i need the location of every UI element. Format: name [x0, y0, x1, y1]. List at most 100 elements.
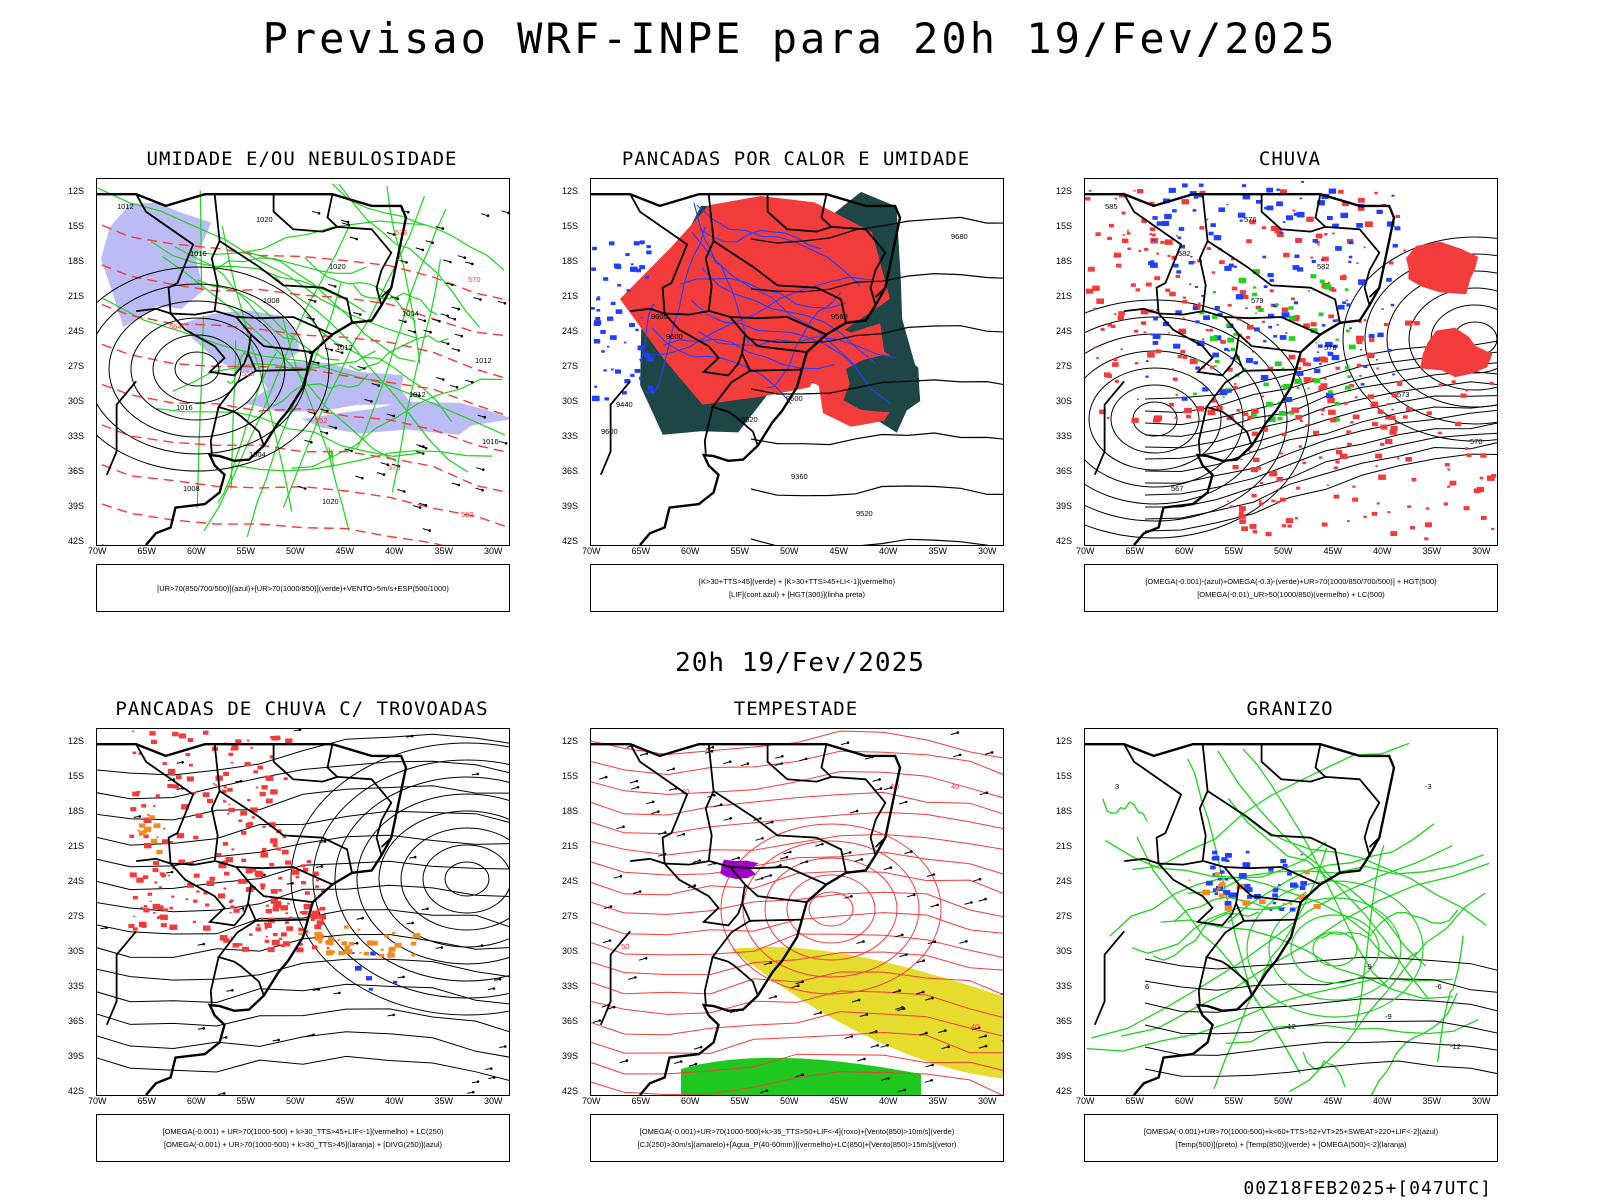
rain-omega-area — [1227, 303, 1232, 307]
rain-omega-area — [1231, 258, 1235, 261]
wind-vector-head — [403, 490, 406, 493]
thunderstorm-area — [161, 839, 169, 845]
streamline-arrow-head — [411, 921, 415, 925]
streamline-arrow-head — [231, 988, 234, 992]
thunderstorm-orange-area — [388, 951, 393, 954]
rain-omega-area — [1346, 430, 1352, 434]
rain-omega-green-area — [1344, 288, 1349, 291]
rain-omega-area — [1420, 327, 1493, 378]
rain-omega-area — [1370, 401, 1379, 407]
thunderstorm-area — [285, 738, 293, 744]
thunderstorm-area — [271, 939, 280, 946]
temp850-contour — [1246, 880, 1424, 1018]
hail-area — [1212, 850, 1218, 855]
rain-omega-area — [1134, 362, 1139, 365]
political-border — [380, 287, 392, 298]
thunderstorm-area — [235, 739, 242, 744]
contour-label: 9520 — [741, 415, 758, 424]
thunderstorm-area — [223, 786, 227, 789]
political-border — [136, 857, 171, 865]
rain-omega-area — [1149, 201, 1155, 206]
rain-omega-area — [1240, 333, 1243, 336]
thunderstorm-orange-area — [380, 948, 384, 951]
thunderstorm-orange-area — [384, 934, 389, 938]
political-border — [236, 866, 333, 886]
thunderstorm-area — [186, 776, 194, 782]
rain-omega-area — [1117, 315, 1124, 321]
temp850-contour — [1132, 742, 1410, 871]
thunderstorm-area — [310, 913, 319, 920]
rain-omega-blue-area — [1293, 212, 1299, 216]
wind-850-vector-head — [890, 786, 893, 789]
thunderstorm-area — [216, 853, 222, 857]
rain-omega-area — [1302, 461, 1307, 465]
political-border — [255, 918, 308, 922]
thunderstorm-orange-area — [139, 823, 146, 828]
political-border — [730, 316, 827, 336]
wind-850-vector-head — [865, 1013, 869, 1016]
wind-850-vector-head — [765, 1089, 769, 1092]
contour-label: 9440 — [616, 400, 633, 409]
humidity-high-levels — [100, 202, 212, 328]
temp850-contour — [1120, 862, 1490, 1037]
thunderstorm-orange-area — [143, 826, 152, 832]
wind-850-vector-head — [664, 831, 667, 834]
thunderstorm-area — [320, 906, 326, 911]
latitude-label: 42S — [68, 1086, 85, 1096]
rain-omega-area — [1380, 424, 1388, 430]
rain-omega-area — [1178, 328, 1187, 334]
thunderstorm-area — [228, 803, 231, 806]
rain-omega-area — [1347, 520, 1350, 523]
temp850-contour — [1217, 750, 1429, 999]
lif-contour — [690, 299, 858, 369]
rain-omega-area — [1141, 219, 1147, 223]
rain-omega-area — [1181, 199, 1189, 205]
thunderstorm-area — [133, 915, 136, 918]
lif-area — [615, 309, 623, 314]
rain-omega-blue-area — [1358, 279, 1367, 285]
rain-omega-area — [1374, 191, 1378, 195]
wind-vector-head — [457, 483, 461, 487]
wind-vector-head — [392, 414, 396, 418]
streamline-arrow-head — [181, 761, 184, 764]
political-border — [1314, 194, 1326, 228]
rain-omega-area — [1276, 477, 1283, 482]
rain-omega-blue-area — [1394, 226, 1401, 231]
rain-omega-area — [1424, 522, 1432, 528]
wind-vector-head — [317, 212, 321, 215]
rain-omega-area — [1242, 294, 1249, 299]
wind-850-vector-head — [729, 817, 732, 820]
thunderstorm-area — [241, 858, 247, 862]
rain-omega-green-area — [1281, 385, 1285, 388]
lif-area — [610, 301, 616, 306]
hail-area — [1214, 892, 1219, 896]
rain-omega-green-area — [1192, 392, 1197, 396]
rain-omega-blue-area — [1153, 317, 1158, 321]
rain-omega-area — [1182, 317, 1185, 319]
rain-omega-area — [1210, 365, 1215, 369]
thunderstorm-area — [273, 902, 282, 908]
rain-omega-green-area — [1196, 359, 1200, 362]
lc250-streamline — [422, 844, 509, 914]
thunderstorm-area — [242, 910, 245, 912]
latitude-label: 12S — [1056, 186, 1073, 196]
thunderstorm-area — [155, 794, 160, 798]
rain-omega-blue-area — [1356, 262, 1359, 264]
wind-850-vector-head — [886, 1044, 889, 1047]
political-border — [272, 744, 393, 856]
thunderstorm-area — [274, 889, 277, 892]
rain-omega-blue-area — [1266, 205, 1274, 211]
lif-area — [603, 369, 607, 372]
thunderstorm-area — [230, 761, 234, 764]
rain-omega-area — [1320, 408, 1325, 412]
rain-omega-area — [1447, 468, 1451, 471]
thunderstorm-area — [140, 906, 143, 909]
wind-850-vector-head — [645, 752, 649, 755]
rain-omega-area — [1352, 414, 1360, 420]
lc250-streamline — [97, 1031, 509, 1058]
rain-omega-green-area — [1215, 359, 1220, 363]
thunderstorm-orange-area — [314, 932, 322, 938]
rain-omega-area — [1100, 328, 1105, 331]
latitude-label: 27S — [562, 361, 579, 371]
thunderstorm-area — [143, 817, 152, 823]
